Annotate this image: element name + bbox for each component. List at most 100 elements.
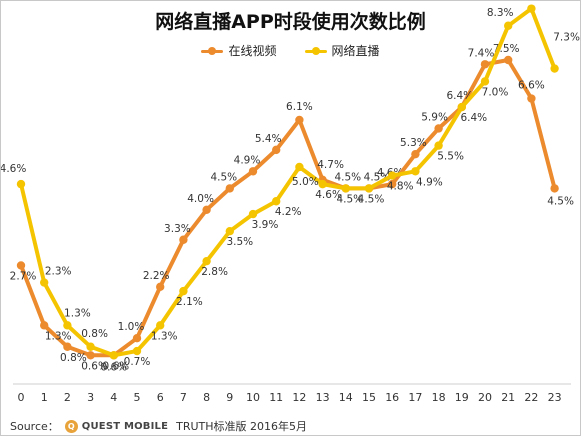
x-tick-label: 3 — [87, 391, 94, 404]
x-tick-label: 10 — [246, 391, 260, 404]
data-point — [225, 184, 234, 193]
data-label: 5.9% — [421, 112, 448, 124]
data-point — [202, 205, 211, 214]
data-label: 0.7% — [124, 356, 151, 368]
chart-legend: 在线视频 网络直播 — [1, 42, 580, 59]
x-tick-label: 20 — [478, 391, 492, 404]
x-tick-label: 12 — [292, 391, 306, 404]
x-tick-label: 22 — [524, 391, 538, 404]
legend-label-live: 网络直播 — [331, 44, 380, 58]
x-tick-label: 19 — [455, 391, 469, 404]
data-label: 4.5% — [336, 193, 363, 205]
data-point — [63, 321, 72, 330]
chart-title: 网络直播APP时段使用次数比例 — [155, 11, 426, 33]
data-point — [504, 21, 513, 30]
data-point — [388, 179, 397, 189]
data-label: 5.3% — [400, 137, 427, 149]
data-point — [86, 351, 95, 360]
legend-swatch-video — [201, 45, 224, 57]
data-point — [457, 102, 466, 112]
data-point — [295, 115, 304, 125]
x-tick-label: 9 — [226, 391, 233, 404]
data-label: 4.7% — [317, 159, 344, 171]
data-point — [109, 351, 119, 360]
data-label: 7.0% — [482, 86, 509, 98]
data-label: 2.1% — [176, 296, 203, 308]
data-point — [341, 184, 350, 193]
x-tick-label: 6 — [157, 391, 164, 404]
data-label: 1.3% — [64, 307, 91, 319]
data-point — [550, 184, 559, 193]
data-point — [202, 256, 211, 266]
data-label: 3.3% — [164, 223, 191, 235]
data-point — [272, 197, 281, 206]
data-point — [318, 179, 327, 189]
data-label: 2.7% — [10, 270, 37, 282]
x-tick-label: 4 — [110, 391, 117, 404]
data-label: 4.5% — [358, 193, 385, 205]
data-point — [225, 227, 234, 236]
data-label: 4.0% — [187, 193, 214, 205]
data-label: 1.0% — [118, 321, 145, 333]
data-point — [179, 286, 188, 296]
data-label: 3.9% — [252, 219, 279, 231]
legend-label-video: 在线视频 — [228, 44, 277, 58]
data-label: 0.8% — [81, 328, 108, 340]
data-point — [480, 60, 490, 69]
data-label: 7.3% — [553, 32, 580, 44]
data-point — [364, 184, 374, 193]
data-point — [40, 321, 49, 330]
data-point — [156, 321, 165, 330]
data-point — [16, 179, 26, 189]
data-label: 0.8% — [60, 352, 87, 364]
data-label: 8.7% — [526, 1, 553, 2]
legend-swatch-live — [304, 45, 327, 57]
x-tick-label: 1 — [41, 391, 48, 404]
data-point — [179, 235, 188, 244]
data-label: 0.6% — [81, 360, 108, 372]
data-label: 8.3% — [487, 7, 514, 19]
data-label: 6.1% — [286, 101, 313, 113]
source-prefix: Source： — [10, 420, 59, 433]
data-point — [63, 342, 72, 351]
data-label: 6.6% — [518, 80, 545, 92]
data-point — [550, 64, 559, 73]
data-point — [132, 334, 142, 343]
data-label: 5.0% — [292, 176, 319, 188]
x-tick-label: 5 — [134, 391, 141, 404]
data-label: 4.9% — [234, 154, 261, 166]
x-tick-label: 8 — [203, 391, 210, 404]
source-brand: QUEST MOBILE — [81, 420, 169, 432]
legend-item-video: 在线视频 — [201, 42, 277, 59]
data-label: 4.5% — [334, 171, 361, 183]
data-point — [527, 4, 536, 13]
data-label: 4.8% — [387, 181, 414, 193]
data-label: 1.3% — [45, 330, 72, 342]
x-tick-label: 18 — [432, 391, 446, 404]
data-point — [132, 346, 142, 356]
x-tick-label: 21 — [501, 391, 515, 404]
series-line-1 — [19, 6, 557, 358]
data-point — [480, 77, 490, 86]
data-point — [86, 342, 95, 351]
data-label: 6.4% — [460, 112, 487, 124]
data-label: 1.3% — [151, 330, 178, 342]
data-point — [40, 278, 49, 287]
data-label: 0.6% — [102, 360, 129, 372]
data-label: 5.4% — [255, 133, 282, 145]
data-point — [504, 55, 513, 65]
data-label: 2.3% — [45, 266, 72, 278]
questmobile-logo-icon: Q — [64, 419, 78, 433]
data-point — [16, 261, 26, 270]
data-point — [411, 149, 420, 159]
data-label: 2.8% — [201, 266, 228, 278]
data-point — [434, 124, 443, 133]
data-point — [248, 167, 258, 176]
data-label: 3.5% — [226, 236, 253, 248]
data-point — [272, 145, 281, 155]
data-label: 0.6% — [100, 361, 127, 373]
x-tick-label: 13 — [316, 391, 330, 404]
x-tick-label: 16 — [385, 391, 399, 404]
data-label: 4.5% — [210, 171, 237, 183]
